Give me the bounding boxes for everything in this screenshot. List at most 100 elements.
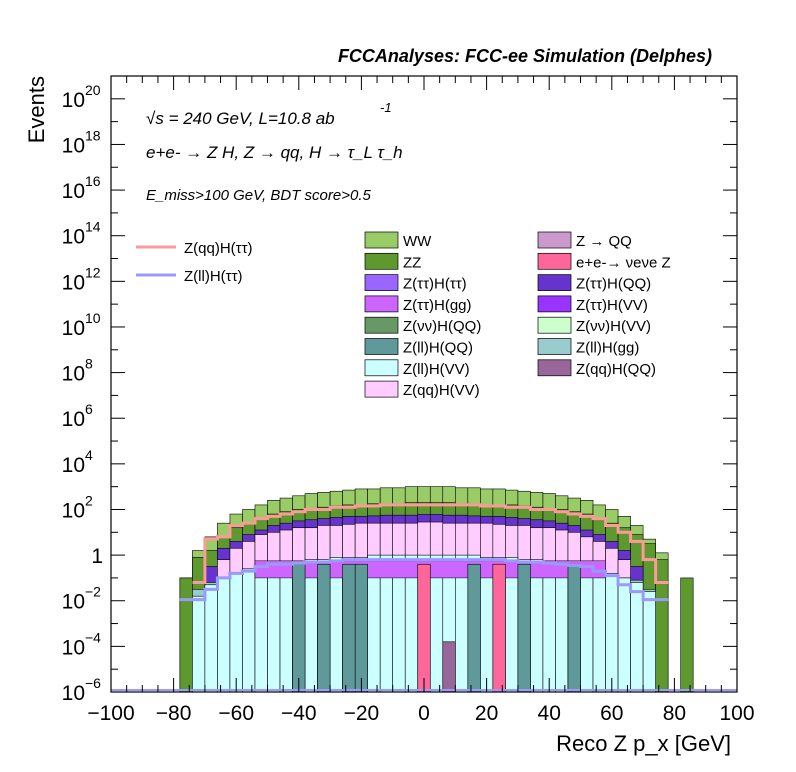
y-tick-label: 10 xyxy=(62,454,85,477)
legend-fill-swatch xyxy=(364,316,399,334)
x-tick-label: 100 xyxy=(719,702,754,725)
spike-bar-0-1 xyxy=(354,563,368,693)
legend-fill-label: Z(ττ)H(gg) xyxy=(403,297,472,314)
chart-title: FCCAnalyses: FCC-ee Simulation (Delphes) xyxy=(338,46,712,66)
stack-bar-5-4 xyxy=(242,568,256,693)
legend-fill-swatch xyxy=(537,274,572,291)
stack-bar-1-38 xyxy=(655,559,669,693)
x-tick-label: −60 xyxy=(218,702,254,725)
spike-bar-0-2 xyxy=(467,563,481,693)
legend-fill-label: Z(ττ)H(QQ) xyxy=(576,276,651,293)
spike-bar-3-2 xyxy=(517,563,531,693)
stack-bar-5-3 xyxy=(229,573,243,693)
x-tick-label: 60 xyxy=(600,702,623,725)
legend-fill-label: Z(qq)H(VV) xyxy=(403,382,480,399)
spike-bar-3-1 xyxy=(342,563,356,693)
legend-fill-label: ZZ xyxy=(403,254,421,271)
spike-bar-1-1 xyxy=(492,563,506,693)
y-tick-exponent: 14 xyxy=(85,219,101,235)
x-tick-label: 0 xyxy=(418,702,430,725)
annotation-process: e+e- → Z H, Z → qq, H → τ_L τ_h xyxy=(146,143,403,162)
stack-bar-5-2 xyxy=(217,577,231,693)
legend-fill-swatch xyxy=(537,295,572,313)
stack-bar-5-6 xyxy=(267,563,281,693)
x-tick-label: −20 xyxy=(344,702,380,725)
stack-bar-5-32 xyxy=(592,568,606,693)
spike-bar-3-0 xyxy=(317,563,331,693)
stack-bar-5-5 xyxy=(254,566,268,693)
y-tick-exponent: 18 xyxy=(85,127,101,143)
legend-fill-swatch xyxy=(364,338,399,355)
legend-fill-label: Z(ττ)H(VV) xyxy=(576,297,648,314)
x-axis-label: Reco Z p_x [GeV] xyxy=(556,731,731,756)
annotation-energy-lumi: = 240 GeV, L=10.8 ab xyxy=(164,109,335,128)
spike-bar-2-0 xyxy=(442,641,456,693)
y-tick-exponent: 16 xyxy=(85,173,101,189)
stack-bar-5-9 xyxy=(304,559,318,693)
y-tick-label: 10 xyxy=(62,636,85,659)
line-series-1 xyxy=(179,558,669,602)
y-tick-label: 10 xyxy=(62,89,85,112)
y-tick-label: 10 xyxy=(62,226,85,249)
plot-area: −100 −80 −60 −40 −20 0 20 40 60 80 10010−610−410−2… xyxy=(62,75,755,725)
annotation-selection: E_miss>100 GeV, BDT score>0.5 xyxy=(146,187,371,204)
stack-bar-5-35 xyxy=(630,582,644,693)
y-tick-exponent: 20 xyxy=(85,82,101,98)
legend-fill-label: Z(qq)H(QQ) xyxy=(576,361,656,378)
y-tick-exponent: 12 xyxy=(85,264,101,280)
y-tick-exponent: 6 xyxy=(85,401,93,417)
legend-fill-label: Z(νν)H(QQ) xyxy=(403,318,481,335)
legend-fill-label: Z(ll)H(gg) xyxy=(576,340,639,357)
y-tick-label: 1 xyxy=(91,545,103,568)
legend-fill-swatch xyxy=(364,252,399,270)
y-tick-exponent: 4 xyxy=(85,447,93,463)
legend-fill-label: e+e-→ νeνe Z xyxy=(576,254,671,271)
stack-bar-5-7 xyxy=(279,561,293,693)
annotation-block: √s = 240 GeV, L=10.8 ab -1 e+e- → Z H, Z… xyxy=(146,100,403,204)
x-tick-label: 40 xyxy=(538,702,561,725)
x-tick-label: −40 xyxy=(281,702,317,725)
y-tick-label: 10 xyxy=(62,317,85,340)
stack-bar-5-31 xyxy=(580,566,594,693)
stack-bar-5-29 xyxy=(555,561,569,693)
legend-fill-label: Z(νν)H(VV) xyxy=(576,318,651,335)
y-tick-label: 10 xyxy=(62,134,85,157)
legend-fill-swatch xyxy=(537,338,572,355)
stack-bar-5-0 xyxy=(192,595,206,693)
legend-fill-label: Z(ll)H(VV) xyxy=(403,361,470,378)
x-tick-label: 20 xyxy=(475,702,498,725)
legend-fill-label: Z(ττ)H(ττ) xyxy=(403,276,467,293)
stack-bar-5-34 xyxy=(617,577,631,693)
x-tick-label: −80 xyxy=(156,702,192,725)
x-tick-label: 80 xyxy=(663,702,686,725)
stack-bar-1-0 xyxy=(179,577,193,693)
annotation-lumi-exponent: -1 xyxy=(380,100,392,115)
legend-fill-swatch xyxy=(364,231,399,249)
y-tick-label: 10 xyxy=(62,363,85,386)
legend-fill-swatch xyxy=(537,359,572,377)
spike-bar-0-0 xyxy=(292,563,306,693)
stack-bar-5-27 xyxy=(530,559,544,693)
legend-fill-swatch xyxy=(364,359,399,377)
y-tick-label: 10 xyxy=(62,271,85,294)
stack-bar-5-36 xyxy=(642,591,656,693)
x-axis-ticks: −100 −80 −60 −40 −20 0 20 40 60 80 100 xyxy=(87,76,755,725)
stack-bar-1-39 xyxy=(680,577,694,693)
y-axis-label: Events xyxy=(24,76,49,143)
x-tick-label: −100 xyxy=(87,702,134,725)
spike-bar-1-0 xyxy=(417,563,431,693)
y-tick-exponent: 10 xyxy=(85,310,101,326)
legend-fill-swatch xyxy=(364,380,399,398)
y-tick-exponent: −4 xyxy=(85,629,101,645)
legend-fill-label: Z → QQ xyxy=(576,233,632,250)
legend-fill-label: WW xyxy=(403,233,432,250)
annotation-sqrt-s: √s = 240 GeV, L=10.8 ab xyxy=(146,109,335,128)
y-tick-exponent: 8 xyxy=(85,356,93,372)
y-tick-exponent: −6 xyxy=(85,675,101,691)
y-tick-exponent: 2 xyxy=(85,492,93,508)
y-tick-label: 10 xyxy=(62,499,85,522)
legend: Z(qq)H(ττ) Z(ll)H(ττ) WW ZZ Z(ττ)H(ττ) Z(ττ)H… xyxy=(136,231,671,399)
stack-bar-5-1 xyxy=(204,584,218,693)
y-tick-label: 10 xyxy=(62,180,85,203)
